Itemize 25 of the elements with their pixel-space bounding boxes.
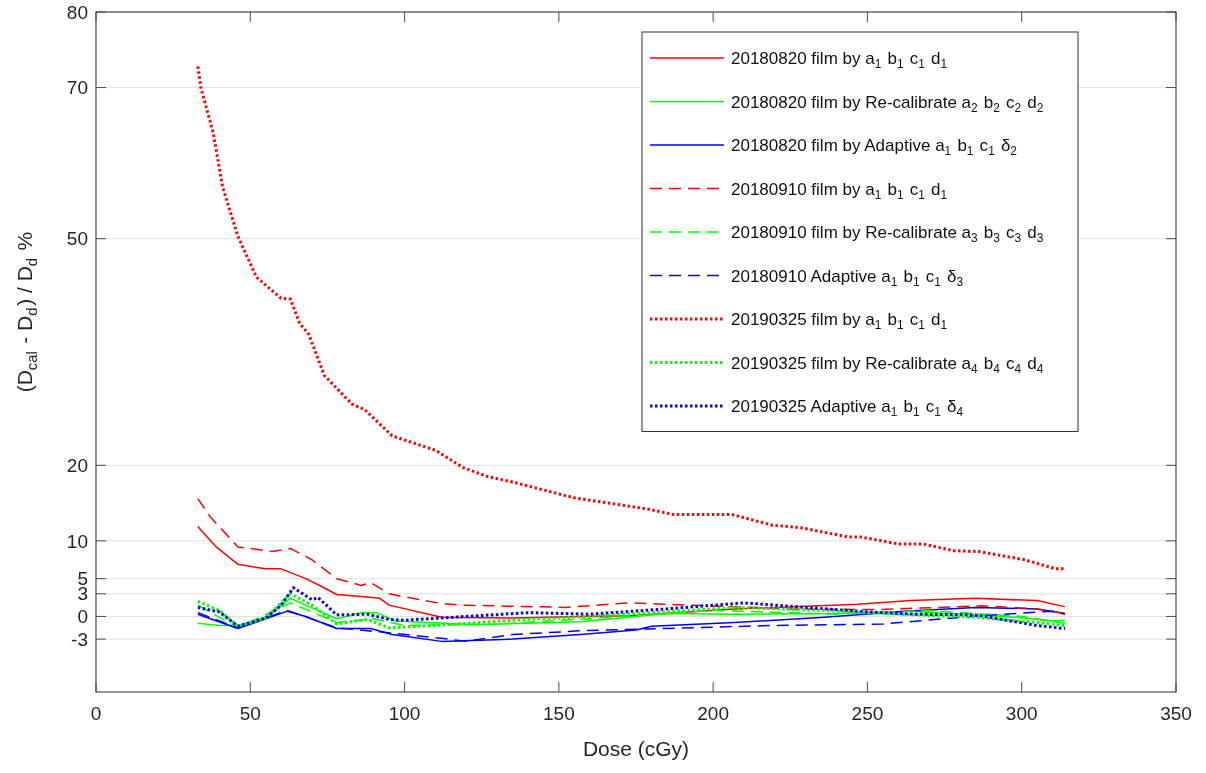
x-tick-label: 100 [388,703,421,724]
legend-label: 20180820 film by Adaptive a$_{1}$ b$_{1}$ c$_{1}$ δ$_{2}$ [731,136,1018,158]
y-tick-label: 50 [66,228,88,250]
y-tick-label: 80 [66,1,88,23]
legend-label: 20180910 film by Re-calibrate a$_{3}$ b$_{3}$ c$_{3}$ d$_{3}$ [731,223,1044,245]
x-tick-label: 0 [90,703,102,724]
legend-label: 20190325 Adaptive a$_{1}$ b$_{1}$ c$_{1}$ δ$_{4}$ [731,397,964,419]
y-tick-label: -3 [71,628,88,650]
x-tick-label: 200 [697,703,729,724]
x-tick-label: 250 [851,703,884,724]
legend-label: 20180820 film by a$_{1}$ b$_{1}$ c$_{1}$ d$_{1}$ [731,49,948,71]
y-tick-label: 70 [66,77,88,99]
x-tick-label: 300 [1005,703,1038,724]
x-tick-label: 350 [1160,703,1192,724]
legend-label: 20190325 film by a$_{1}$ b$_{1}$ c$_{1}$ d$_{1}$ [731,310,948,332]
legend-label: 20180910 film by a$_{1}$ b$_{1}$ c$_{1}$ d$_{1}$ [731,179,948,202]
x-axis-title: Dose (cGy) [582,737,690,760]
legend-label: 20180820 film by Re-calibrate a$_{2}$ b$_{2}$ c$_{2}$ d$_{2}$ [731,92,1044,115]
x-tick-label: 150 [543,703,575,724]
legend-label: 20190325 film by Re-calibrate a$_{4}$ b$_{4}$ c$_{4}$ d$_{4}$ [731,353,1044,376]
legend-label: 20180910 Adaptive a$_{1}$ b$_{1}$ c$_{1}$ δ$_{3}$ [731,266,964,289]
y-tick-label: 10 [66,530,88,552]
y-tick-label: 20 [66,454,88,476]
y-tick-label: 0 [77,606,88,628]
x-tick-label: 50 [239,703,261,724]
